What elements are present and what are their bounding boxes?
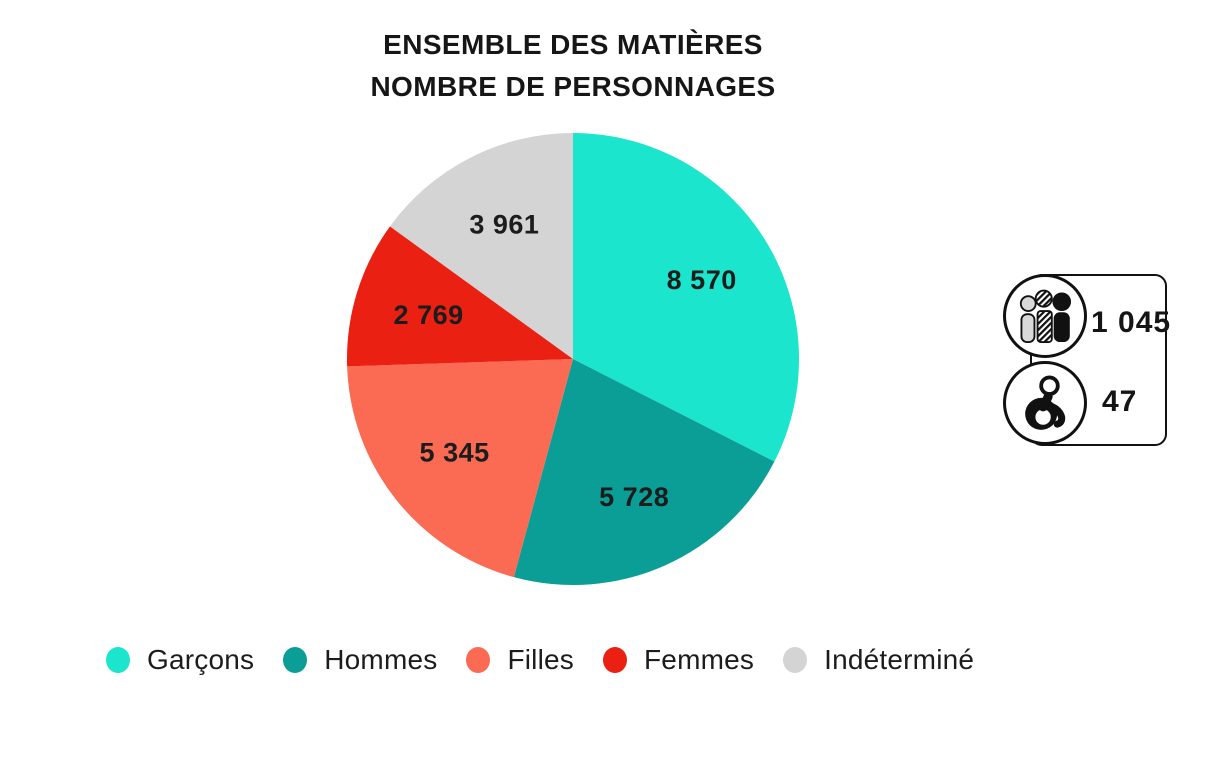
pie-chart: 8 570 5 728 5 345 2 769 3 961 (347, 133, 800, 585)
legend-swatch-icon (603, 647, 627, 673)
legend-swatch-icon (783, 647, 808, 673)
legend-item-hommes: Hommes (283, 644, 437, 676)
legend-swatch-icon (106, 647, 130, 673)
group-people-icon-glyph (1019, 289, 1072, 343)
legend-item-femmes: Femmes (603, 644, 754, 676)
pie-slice-femmes (347, 226, 573, 367)
legend-swatch-icon (283, 647, 308, 673)
legend-label: Filles (507, 644, 574, 675)
legend-item-garcons: Garçons (106, 644, 254, 676)
wheelchair-count-value: 47 (1102, 385, 1138, 418)
legend-label: Hommes (324, 644, 438, 675)
pie-slice-hommes (513, 359, 775, 585)
pie-slice-filles (347, 359, 573, 578)
legend-item-indetermine: Indéterminé (783, 644, 974, 676)
chart-title-line1: ENSEMBLE DES MATIÈRES (383, 29, 763, 60)
legend: Garçons Hommes Filles Femmes Indéterminé (106, 644, 974, 676)
pie-slice-indetermine (390, 133, 573, 359)
legend-label: Femmes (644, 644, 755, 675)
pie-slice-value-femmes: 2 769 (394, 300, 464, 330)
chart-title-line2: NOMBRE DE PERSONNAGES (370, 71, 776, 102)
chart-title: ENSEMBLE DES MATIÈRES NOMBRE DE PERSONNA… (0, 24, 1146, 108)
pie-slice-value-hommes: 5 728 (599, 482, 669, 512)
group-people-icon (1003, 274, 1087, 358)
legend-item-filles: Filles (466, 644, 574, 676)
wheelchair-icon-glyph (1025, 375, 1066, 430)
legend-swatch-icon (466, 647, 491, 673)
legend-label: Garçons (147, 644, 255, 675)
legend-label: Indéterminé (824, 644, 975, 675)
pie-slice-value-indetermine: 3 961 (469, 210, 539, 240)
wheelchair-icon (1003, 361, 1087, 445)
pie-slice-garcons (573, 133, 800, 462)
pie-slice-value-filles: 5 345 (420, 438, 490, 468)
group-count-value: 1 045 (1091, 306, 1172, 339)
pie-slice-value-garcons: 8 570 (667, 265, 737, 295)
